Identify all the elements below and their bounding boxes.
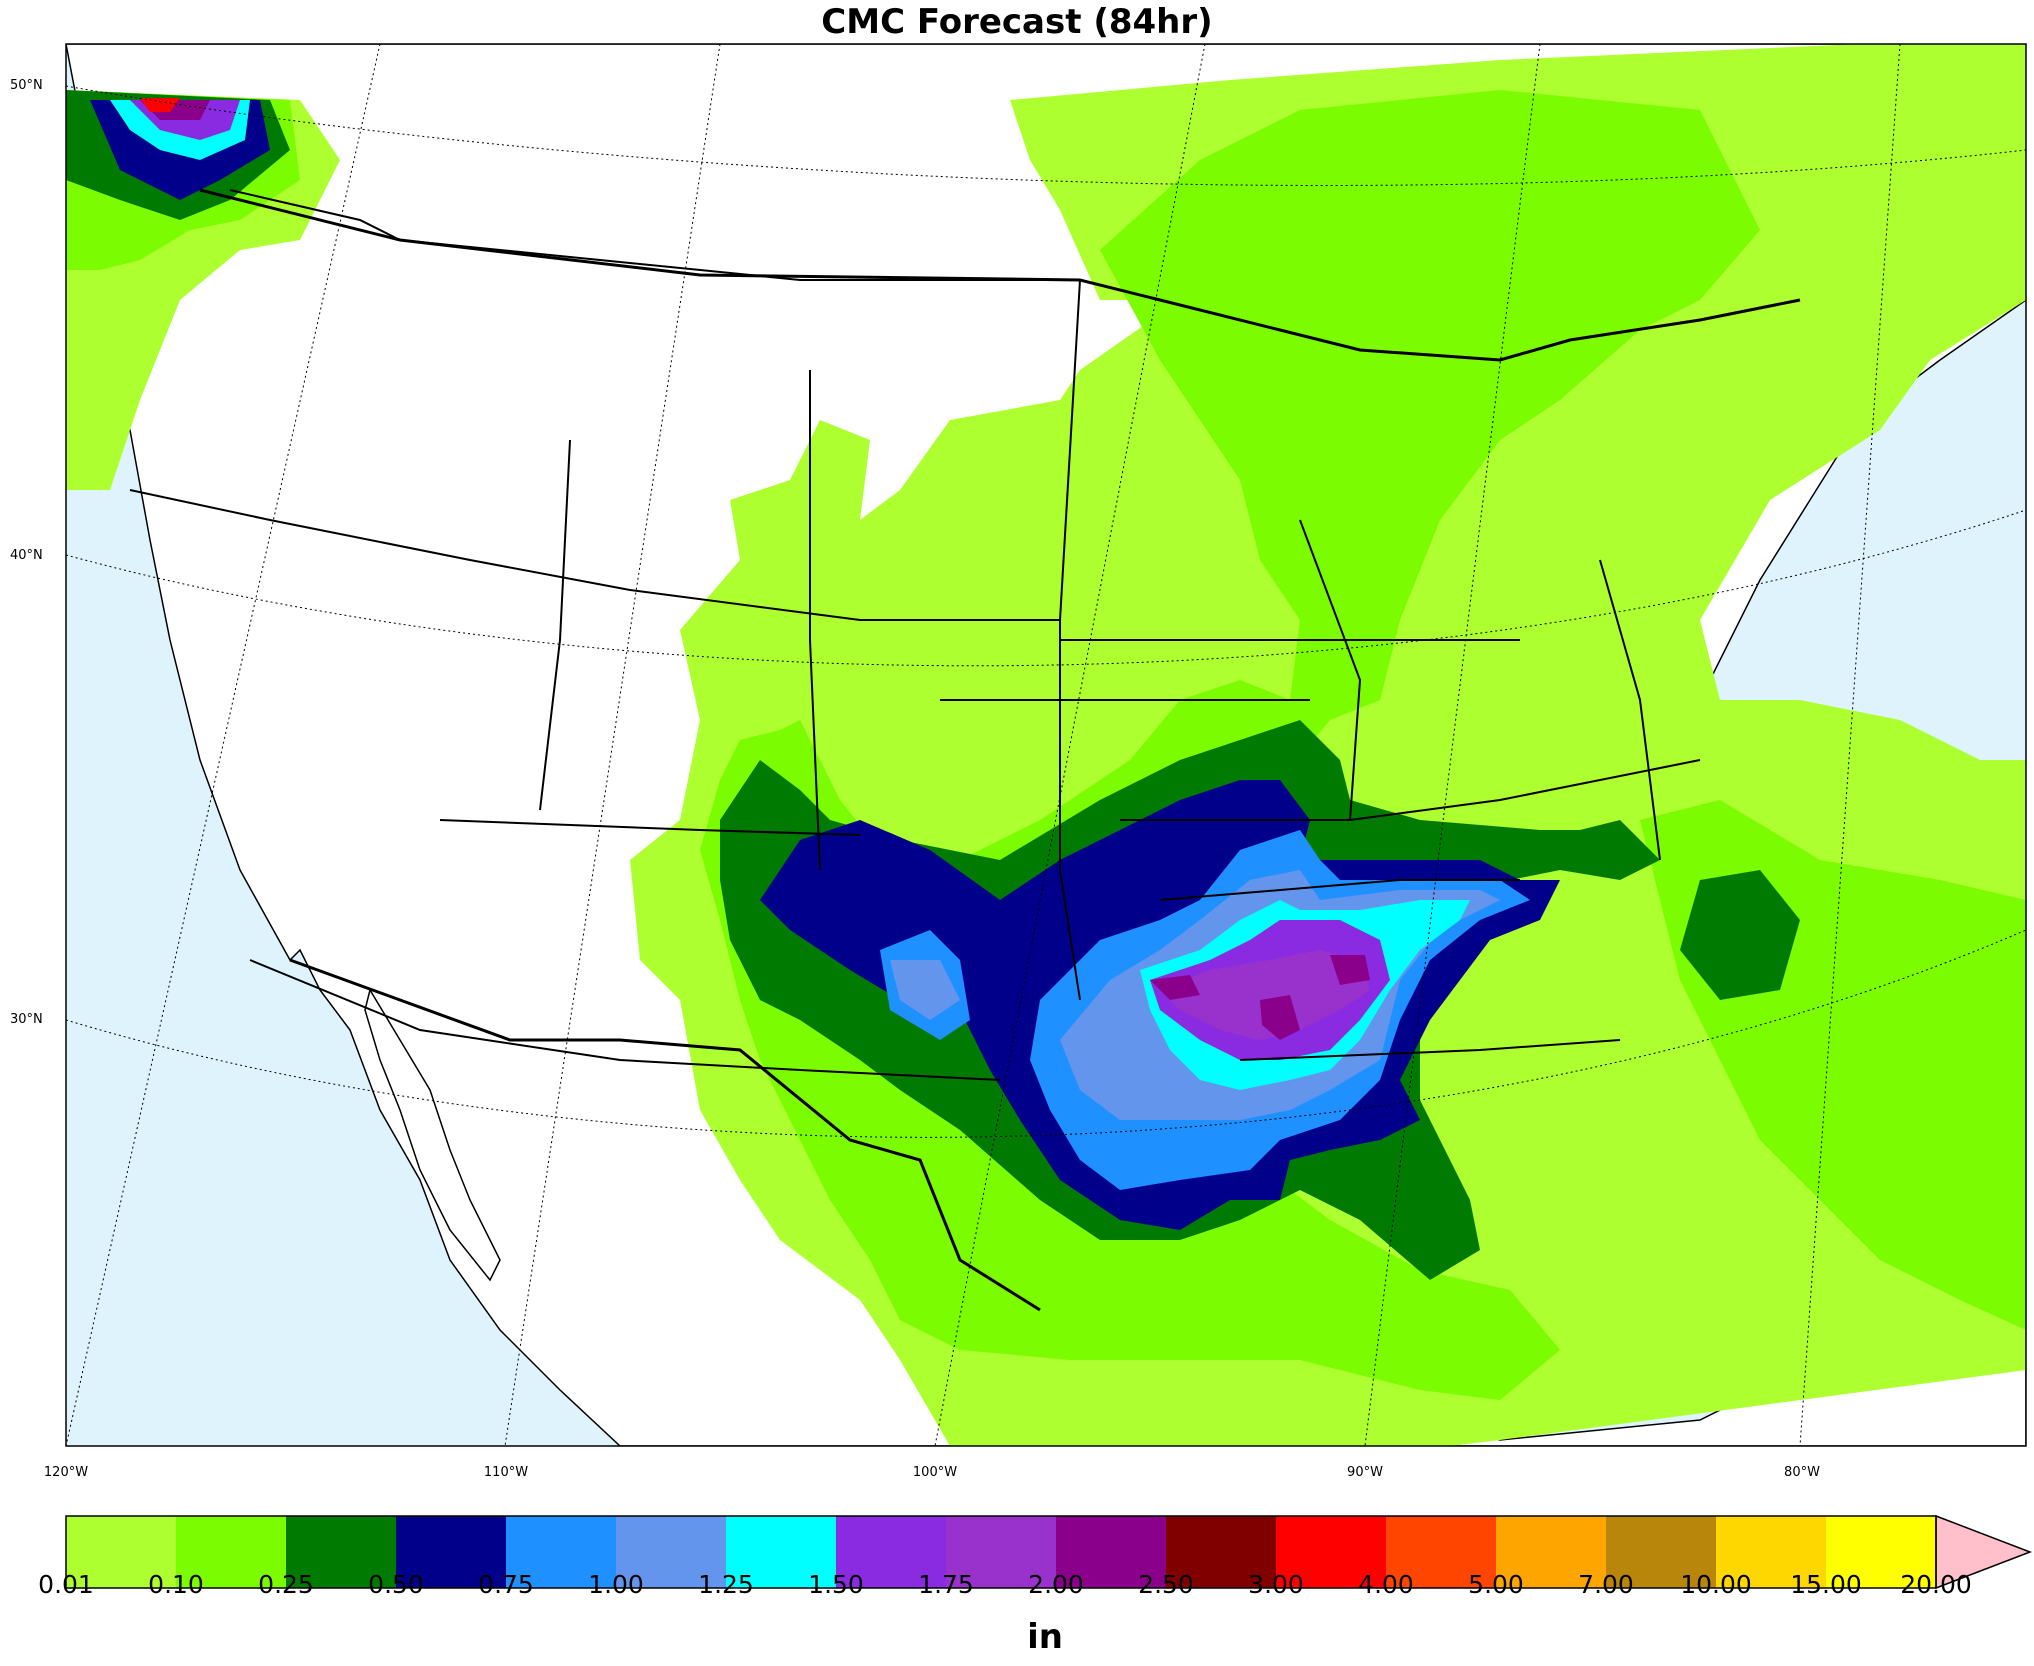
- contour-2.00-c: [1330, 955, 1370, 985]
- lat-label-30n: 30°N: [10, 1012, 43, 1027]
- colorbar-tick-label: 15.00: [1790, 1570, 1862, 1599]
- colorbar-segment: [616, 1516, 726, 1588]
- colorbar-segment: [726, 1516, 836, 1588]
- contour-0.25-se: [1680, 870, 1800, 1000]
- colorbar-segment: [286, 1516, 396, 1588]
- us-canada-border: [199, 188, 1801, 362]
- colorbar-segment: [1056, 1516, 1166, 1588]
- us-mexico-border: [289, 958, 1041, 1312]
- colorbar-segment: [1496, 1516, 1606, 1588]
- colorbar-segment: [1166, 1516, 1276, 1588]
- colorbar-tick-label: 0.25: [258, 1570, 314, 1599]
- contour-nw-peak-4: [140, 98, 180, 112]
- colorbar-segment: [396, 1516, 506, 1588]
- colorbar-tick-label: 0.10: [148, 1570, 204, 1599]
- lon-label-120w: 120°W: [43, 1465, 89, 1480]
- contour-1.75: [1160, 950, 1370, 1040]
- map-title: CMC Forecast (84hr): [821, 2, 1213, 42]
- colorbar-tick-label: 4.00: [1358, 1570, 1414, 1599]
- colorbar-segment: [1606, 1516, 1716, 1588]
- colorbar-segment: [1826, 1516, 1936, 1588]
- colorbar-tick-label: 2.50: [1138, 1570, 1194, 1599]
- colorbar-segment: [836, 1516, 946, 1588]
- colorbar-segment: [1386, 1516, 1496, 1588]
- colorbar-segment: [1716, 1516, 1826, 1588]
- contour-2.00-b: [1260, 995, 1300, 1040]
- colorbar-tick-label: 7.00: [1578, 1570, 1634, 1599]
- colorbar-tick-label: 0.75: [478, 1570, 534, 1599]
- colorbar-segment: [946, 1516, 1056, 1588]
- lon-label-110w: 110°W: [483, 1465, 529, 1480]
- colorbar-tick-label: 2.00: [1028, 1570, 1084, 1599]
- colorbar-segment: [1276, 1516, 1386, 1588]
- colorbar-tick-label: 0.01: [38, 1570, 94, 1599]
- colorbar-tick-label: 1.50: [808, 1570, 864, 1599]
- colorbar-tick-label: 10.00: [1680, 1570, 1752, 1599]
- colorbar-segment: [66, 1516, 176, 1588]
- contour-2.00-a: [1150, 975, 1200, 1000]
- colorbar-tick-label: 20.00: [1900, 1570, 1972, 1599]
- baja-peninsula: [364, 988, 501, 1282]
- precip-contours: [66, 44, 2026, 1446]
- lon-label-90w: 90°W: [1347, 1465, 1383, 1480]
- colorbar-segment: [506, 1516, 616, 1588]
- colorbar-tick-label: 1.25: [698, 1570, 754, 1599]
- colorbar-tick-label: 1.00: [588, 1570, 644, 1599]
- state-borders: [129, 189, 1701, 1081]
- colorbar-tick-label: 5.00: [1468, 1570, 1524, 1599]
- colorbar-tick-label: 0.50: [368, 1570, 424, 1599]
- lat-label-50n: 50°N: [10, 78, 43, 93]
- colorbar-frame: [65, 1515, 1937, 1589]
- colorbar-tick-label: 3.00: [1248, 1570, 1304, 1599]
- colorbar-tick-label: 1.75: [918, 1570, 974, 1599]
- graticule: [66, 44, 2026, 1446]
- colorbar-units: in: [1027, 1617, 1063, 1657]
- lon-label-100w: 100°W: [912, 1465, 958, 1480]
- lat-label-40n: 40°N: [10, 548, 43, 563]
- lon-label-80w: 80°W: [1784, 1465, 1820, 1480]
- colorbar-segment: [176, 1516, 286, 1588]
- map-frame: [65, 43, 2027, 1447]
